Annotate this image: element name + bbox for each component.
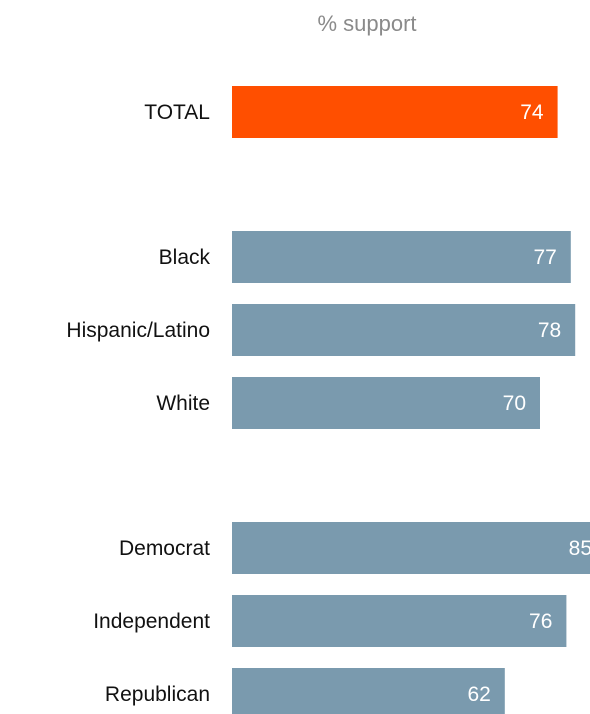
bar-total bbox=[232, 86, 558, 138]
value-label-white: 70 bbox=[503, 392, 526, 415]
value-label-democrat: 85 bbox=[569, 537, 590, 560]
category-label-total: TOTAL bbox=[144, 101, 210, 124]
bar-independent bbox=[232, 595, 567, 647]
bar-republican bbox=[232, 668, 505, 714]
value-label-total: 74 bbox=[520, 101, 544, 124]
value-label-hispanic-latino: 78 bbox=[538, 319, 561, 342]
category-label-independent: Independent bbox=[93, 610, 210, 633]
bars-group: TOTAL 74 Black 77 Hispanic/Latino 78 White 70 De… bbox=[66, 86, 590, 714]
category-label-white: White bbox=[156, 392, 210, 415]
category-label-republican: Republican bbox=[105, 683, 210, 706]
bar-hispanic-latino bbox=[232, 304, 576, 356]
chart-title: % support bbox=[317, 11, 416, 36]
category-label-hispanic-latino: Hispanic/Latino bbox=[66, 319, 210, 342]
bar-black bbox=[232, 231, 571, 283]
category-label-democrat: Democrat bbox=[119, 537, 210, 560]
value-label-republican: 62 bbox=[467, 683, 490, 706]
bar-white bbox=[232, 377, 540, 429]
value-label-independent: 76 bbox=[529, 610, 552, 633]
value-label-black: 77 bbox=[533, 246, 556, 269]
bar-democrat bbox=[232, 522, 590, 574]
category-label-black: Black bbox=[159, 246, 211, 269]
